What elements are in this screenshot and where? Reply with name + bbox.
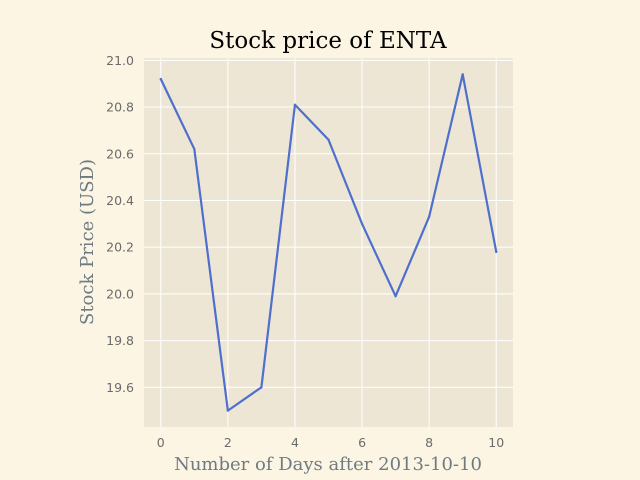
- data-point: [495, 250, 498, 253]
- y-tick-label: 20.6: [106, 146, 134, 161]
- y-tick-label: 20.0: [106, 286, 134, 301]
- x-tick-label: 8: [425, 435, 433, 450]
- chart-title: Stock price of ENTA: [209, 28, 447, 54]
- y-tick-label: 19.6: [106, 380, 134, 395]
- data-point: [428, 215, 431, 218]
- y-tick-label: 21.0: [106, 53, 134, 68]
- y-tick-label: 20.8: [106, 100, 134, 115]
- data-point: [226, 409, 229, 412]
- data-point: [293, 103, 297, 106]
- y-tick-label: 19.8: [106, 333, 134, 348]
- series-layer: [159, 73, 498, 412]
- data-point: [461, 73, 464, 76]
- y-axis-label: Stock Price (USD): [77, 159, 98, 325]
- data-point: [360, 222, 364, 225]
- data-point: [193, 147, 196, 151]
- x-axis-label: Number of Days after 2013-10-10: [174, 454, 482, 475]
- data-point: [394, 295, 397, 298]
- grid-lines: [144, 58, 513, 427]
- x-tick-labels: 0 2 4 6 8 10: [157, 435, 504, 450]
- x-tick-label: 4: [291, 435, 299, 450]
- x-tick-label: 0: [157, 435, 165, 450]
- y-tick-labels: 19.6 19.8 20.0 20.2 20.4 20.6 20.8 21.0: [106, 53, 134, 395]
- y-tick-label: 20.4: [106, 193, 134, 208]
- data-point: [159, 77, 162, 81]
- x-tick-label: 10: [488, 435, 504, 450]
- x-tick-label: 2: [224, 435, 232, 450]
- plot-area: [144, 58, 513, 427]
- y-tick-label: 20.2: [106, 240, 134, 255]
- x-tick-label: 6: [358, 435, 366, 450]
- data-point: [327, 138, 330, 141]
- data-point: [260, 386, 263, 389]
